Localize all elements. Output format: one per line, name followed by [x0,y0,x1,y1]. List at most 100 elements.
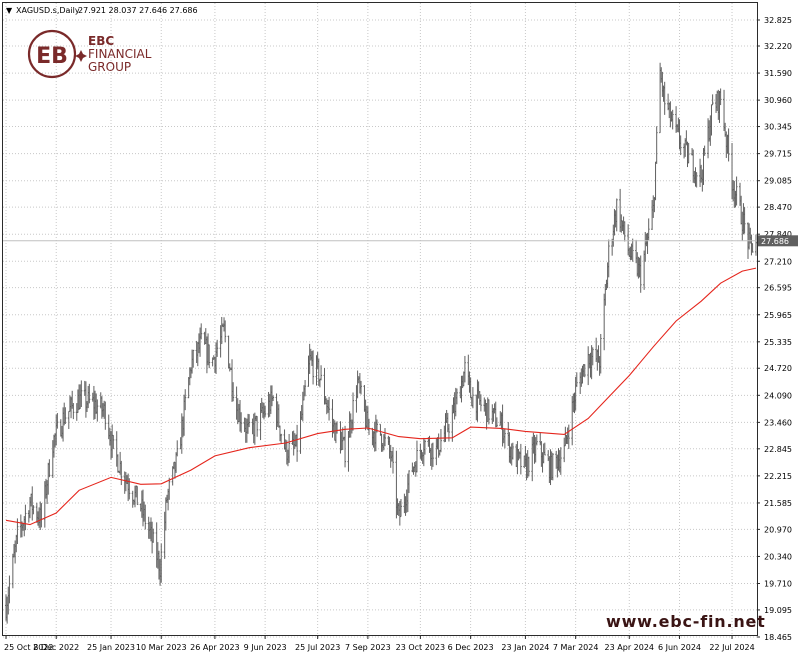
y-tick-label: 29.085 [764,177,792,186]
price-bar [232,382,235,402]
price-bar [72,403,75,420]
price-bar [216,339,219,357]
price-bar [719,88,722,106]
price-bar [663,81,666,115]
price-bar [543,442,546,456]
price-bar [591,347,594,366]
price-bar [711,94,714,106]
price-bar [631,238,634,262]
price-bar [575,372,578,387]
price-bar [607,239,610,278]
price-bar [344,425,347,468]
y-tick-label: 29.715 [764,150,792,159]
header-arrow-icon[interactable]: ▼ [6,6,13,15]
x-tick-label: 8 Dec 2022 [33,643,79,652]
logo-line-ebc: EBC [88,34,114,48]
price-bar [671,109,674,130]
price-bar [112,434,115,450]
price-bar [264,406,267,417]
price-bar [136,485,139,506]
price-bar [88,383,91,404]
x-tick-label: 7 Mar 2024 [553,643,599,652]
price-bar [535,434,538,446]
ohlc-values: 27.921 28.037 27.646 27.686 [78,6,198,15]
price-bar [639,255,642,293]
price-bar [176,440,179,457]
price-bar [447,424,450,442]
price-bar [296,424,299,462]
x-tick-label: 10 Mar 2023 [136,643,187,652]
price-bar [360,380,363,395]
price-bar [679,135,682,156]
y-tick-label: 22.845 [764,445,792,454]
price-bar [599,333,602,374]
x-tick-label: 25 Jul 2023 [295,643,340,652]
price-bar [8,575,11,604]
price-bar [615,198,618,232]
price-bar [551,453,554,481]
price-bar [192,349,195,368]
price-bar [304,380,307,397]
price-bar [391,447,394,474]
price-bar [727,128,730,162]
price-bar [383,428,386,447]
y-tick-label: 19.710 [764,580,792,589]
x-tick-label: 6 Dec 2023 [448,643,494,652]
price-bar [519,443,522,475]
price-bar [415,440,418,473]
plot-frame [2,2,758,636]
price-bar [455,388,458,405]
series-layer [5,62,757,624]
price-bar [407,470,410,494]
price-bar [399,498,402,518]
current-price-tag: 27.686 [758,235,798,247]
y-tick-label: 30.960 [764,96,792,105]
price-bar [168,477,171,500]
y-tick-label: 25.965 [764,311,792,320]
x-tick-label: 25 Oct 2022 [4,643,53,652]
y-tick-label: 18.465 [764,633,792,642]
price-bar [559,447,562,475]
y-tick-label: 27.210 [764,257,792,266]
price-bar [527,456,530,477]
y-tick-label: 32.825 [764,16,792,25]
price-bar [248,414,251,428]
price-bar [463,355,466,383]
current-price-box [758,235,798,247]
x-tick-label: 6 Jun 2024 [658,643,701,652]
price-bar [240,412,243,433]
symbol-label: XAGUSD.s,Daily [16,6,80,15]
y-tick-label: 22.215 [764,472,792,481]
price-bar [735,176,738,206]
y-tick-label: 31.590 [764,69,792,78]
price-bar [200,323,203,340]
price-bar [32,505,35,515]
price-bar [647,218,650,241]
logo-mark: EB [36,44,68,69]
price-bar [751,243,754,253]
y-tick-label: 26.595 [764,284,792,293]
price-bar [479,394,482,412]
price-bar [256,415,259,437]
price-bar [224,320,227,343]
price-bar [623,221,626,242]
price-bar [208,344,211,369]
price-bar [431,442,434,467]
price-bar [48,459,51,478]
website-watermark: www.ebc-fin.net [606,612,766,631]
logo-line-group: GROUP [88,60,131,74]
y-tick-label: 28.470 [764,203,792,212]
price-bar [439,429,442,453]
x-tick-label: 7 Sep 2023 [345,643,391,652]
price-bar [152,528,155,543]
price-bar [120,460,123,486]
price-bar [511,442,514,460]
y-tick-label: 23.460 [764,418,792,427]
y-tick-label: 30.345 [764,123,792,132]
y-tick-label: 24.090 [764,391,792,400]
company-logo: EB EBC FINANCIAL GROUP [27,29,152,79]
x-tick-label: 9 Jun 2023 [244,643,287,652]
y-tick-label: 32.220 [764,42,792,51]
